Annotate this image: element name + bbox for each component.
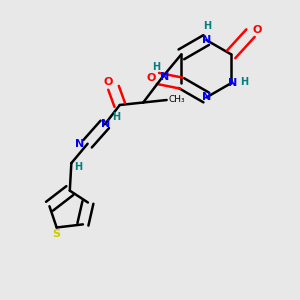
Text: H: H <box>240 76 248 87</box>
Text: H: H <box>112 112 120 122</box>
Text: O: O <box>146 74 156 83</box>
Text: H: H <box>203 21 211 31</box>
Text: N: N <box>228 78 238 88</box>
Text: O: O <box>252 25 262 35</box>
Text: S: S <box>52 230 60 239</box>
Text: N: N <box>101 119 110 129</box>
Text: N: N <box>202 35 212 45</box>
Text: O: O <box>103 77 112 87</box>
Text: H: H <box>152 62 160 73</box>
Text: N: N <box>76 140 85 149</box>
Text: N: N <box>202 92 211 103</box>
Text: CH₃: CH₃ <box>169 95 185 104</box>
Text: N: N <box>160 72 169 82</box>
Text: H: H <box>74 162 82 172</box>
